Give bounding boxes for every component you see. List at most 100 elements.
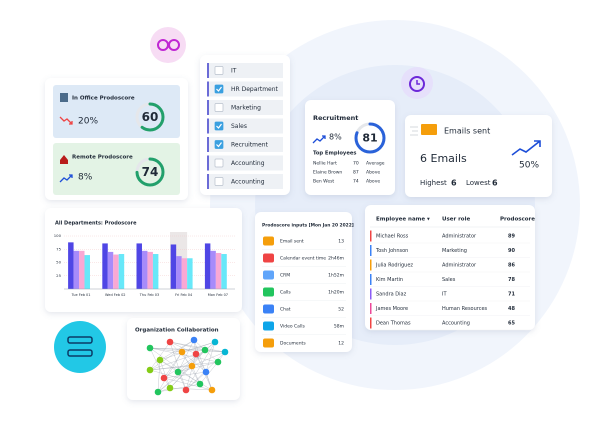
network-edge: [163, 371, 207, 379]
network-edge: [149, 347, 201, 385]
network-edge: [149, 347, 183, 353]
network-node: [178, 348, 186, 356]
input-value: 12: [338, 341, 344, 347]
network-edge: [204, 349, 226, 353]
input-label: Documents: [280, 341, 306, 347]
network-edge: [169, 365, 193, 389]
network-edge: [169, 341, 187, 391]
input-value: 1h52m: [328, 273, 344, 279]
employee-name: Julia Rodriguez: [375, 263, 413, 269]
bar: [102, 243, 108, 289]
network-edge: [177, 361, 219, 373]
row-accent: [370, 259, 372, 271]
change: 50%: [519, 161, 539, 171]
network-node: [208, 386, 216, 394]
card-title: Organization Collaboration: [135, 328, 219, 334]
y-tick-label: 100: [54, 233, 62, 238]
prodoscore: 48: [508, 306, 515, 312]
change: 8%: [329, 133, 342, 142]
network-node: [214, 358, 222, 366]
input-label: Chat: [280, 307, 291, 313]
input-value: 52: [338, 307, 344, 313]
user-role: IT: [442, 292, 447, 298]
checkbox: [214, 66, 224, 75]
chart-title: All Departments: Prodoscore: [55, 221, 137, 227]
network-node: [188, 362, 196, 370]
network-edge: [149, 353, 197, 371]
checkbox: [214, 140, 224, 149]
list-row: [207, 63, 283, 78]
user-role: Accounting: [442, 321, 470, 327]
employee-name: Sandra Diaz: [376, 292, 407, 298]
network-edge: [159, 339, 195, 361]
icon: [409, 76, 425, 92]
input-icon: [263, 304, 274, 314]
score-ring: [354, 122, 386, 154]
panel: [53, 85, 180, 138]
user-role: Administrator: [442, 263, 477, 269]
network-node: [156, 356, 164, 364]
employee-name: Kim Martin: [376, 277, 403, 283]
user-role: Marketing: [442, 248, 467, 254]
network-edge: [149, 347, 219, 363]
y-tick-label: 25: [56, 273, 61, 278]
employee-status: Above: [366, 179, 380, 185]
checkbox: [214, 177, 224, 186]
card: [255, 212, 352, 352]
score-value: 74: [142, 165, 159, 179]
card: [405, 115, 552, 197]
x-tick-label: Wed Feb 02: [105, 293, 126, 297]
employee-name: Elaine Brown: [313, 170, 342, 176]
trend-icon: [59, 174, 73, 183]
input-value: 1h20m: [328, 290, 344, 296]
network-edge: [149, 341, 171, 371]
check-mark: [216, 123, 222, 129]
network-edge: [149, 347, 165, 379]
trend-icon: [312, 135, 326, 144]
employee-name: Tosh Johnson: [375, 248, 408, 254]
trend-icon: [511, 140, 541, 156]
card-title: Prodoscore inputs [Mon Jan 20 2022]: [262, 223, 354, 229]
x-tick-label: Fri Feb 04: [175, 293, 193, 297]
panel-title: Remote Prodoscore: [72, 155, 133, 161]
prodoscore: 86: [508, 263, 515, 269]
bar: [141, 250, 148, 289]
employee-status: Average: [366, 161, 385, 167]
icon: [67, 349, 93, 357]
card-title: Recruitment: [313, 114, 358, 122]
lowest-value: 6: [492, 179, 498, 188]
row-accent: [207, 63, 209, 78]
network-edge: [157, 351, 183, 393]
network-edge: [205, 341, 216, 373]
prodoscore: 65: [508, 321, 515, 327]
card: [127, 318, 240, 400]
network-node: [221, 348, 229, 356]
list-row: [207, 137, 283, 152]
score-ring: [135, 102, 165, 132]
department-label: IT: [231, 68, 237, 75]
bar: [152, 254, 159, 289]
employee-name: Nellie Hart: [313, 161, 337, 167]
network-node: [211, 338, 219, 346]
network-node: [196, 380, 204, 388]
bar: [170, 244, 177, 289]
column-header: Prodoscore: [500, 217, 535, 223]
row-accent: [207, 118, 209, 134]
subtitle: Top Employees: [313, 151, 356, 157]
network-edge: [169, 349, 206, 389]
row-accent: [370, 317, 372, 329]
icon: [67, 336, 93, 344]
change: 8%: [78, 173, 93, 183]
list-row: [207, 100, 283, 115]
prodoscore: 90: [508, 248, 515, 254]
network-edge: [159, 359, 179, 373]
bar: [176, 256, 182, 289]
input-label: Calendar event time: [280, 256, 326, 262]
network-edge: [163, 377, 213, 391]
icon: [168, 39, 180, 51]
input-value: 13: [338, 239, 344, 245]
input-label: CRM: [280, 273, 290, 279]
bar: [107, 251, 114, 289]
network-edge: [169, 341, 197, 355]
